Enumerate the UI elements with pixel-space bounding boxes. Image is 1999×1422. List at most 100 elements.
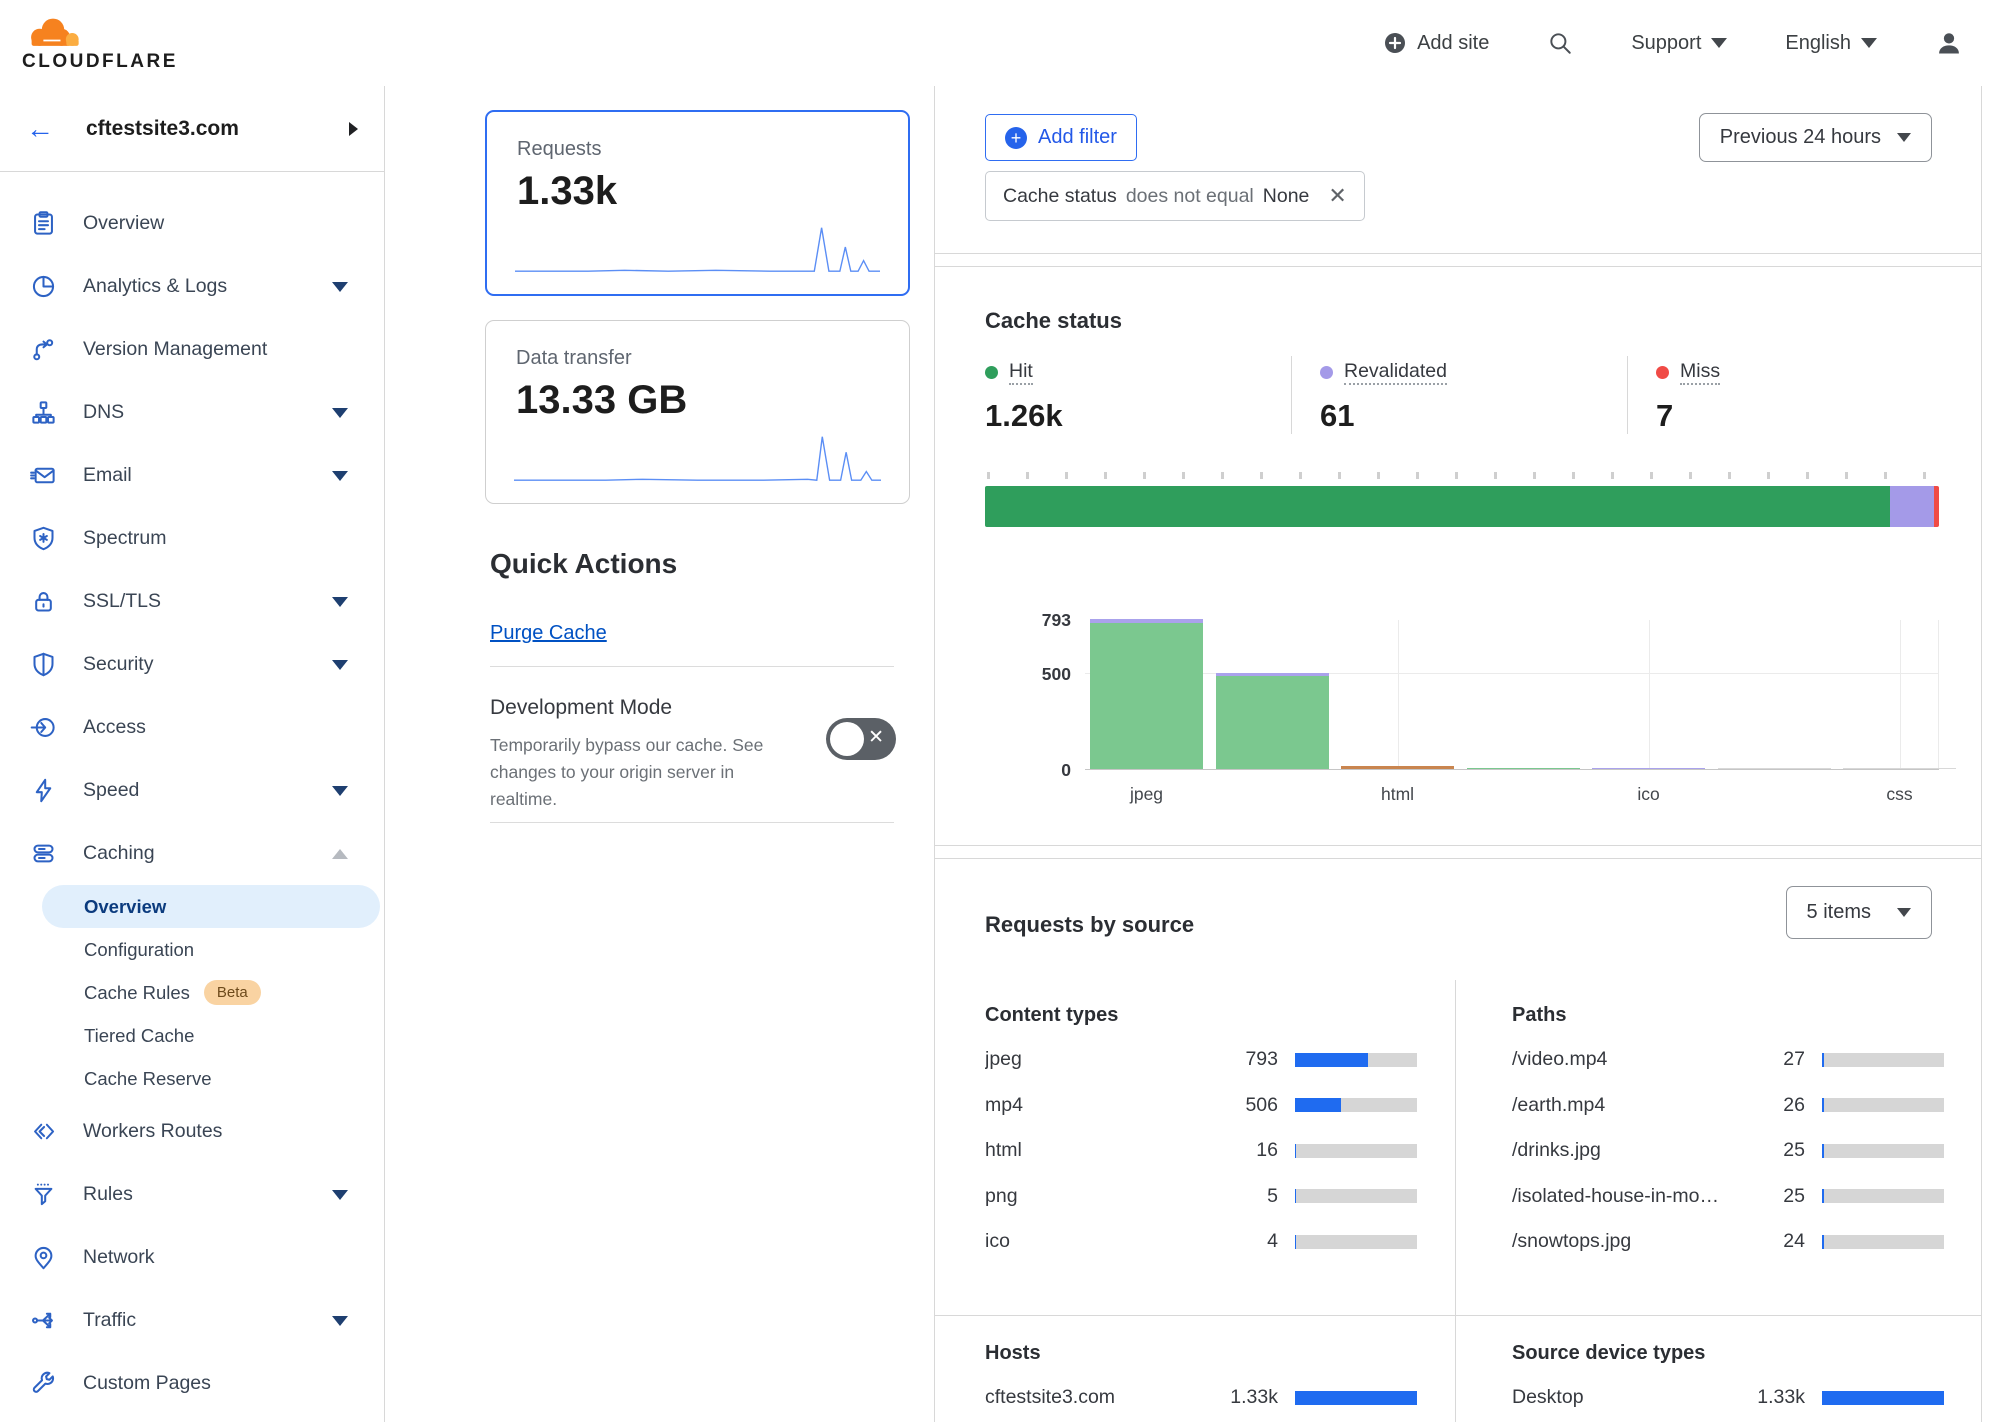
sidebar-subitem-overview[interactable]: Overview — [42, 885, 380, 928]
sidebar-item-rules[interactable]: Rules — [0, 1163, 384, 1226]
code-brackets-icon — [30, 1118, 57, 1145]
sidebar-item-speed[interactable]: Speed — [0, 759, 384, 822]
bar-segment — [1215, 673, 1329, 677]
table-row[interactable]: ico 4 — [985, 1219, 1417, 1265]
legend-label[interactable]: Miss — [1680, 360, 1721, 385]
sidebar-item-spectrum[interactable]: Spectrum — [0, 507, 384, 570]
sidebar-item-traffic[interactable]: Traffic — [0, 1289, 384, 1352]
row-bar-fill — [1822, 1052, 1825, 1067]
sidebar-item-email[interactable]: Email — [0, 444, 384, 507]
legend-revalidated: Revalidated 61 — [1291, 356, 1627, 434]
stacked-bar-segment — [1890, 486, 1935, 527]
row-bar-track — [1822, 1098, 1944, 1113]
table-row[interactable]: /earth.mp4 26 — [1512, 1083, 1944, 1129]
sidebar-item-security[interactable]: Security — [0, 633, 384, 696]
legend-label[interactable]: Hit — [1009, 360, 1033, 385]
remove-filter-icon[interactable]: ✕ — [1328, 183, 1347, 208]
filter-chip[interactable]: Cache status does not equal None ✕ — [985, 171, 1365, 221]
data-transfer-card[interactable]: Data transfer 13.33 GB — [485, 320, 910, 504]
divider — [935, 858, 1981, 859]
add-site-button[interactable]: Add site — [1383, 31, 1489, 55]
chart-bar-ico[interactable] — [1592, 767, 1705, 769]
time-range-select[interactable]: Previous 24 hours — [1698, 113, 1932, 162]
cache-status-bar-chart: 793 500 0 jpeg html ico css — [985, 606, 1956, 816]
row-bar-track — [1822, 1052, 1944, 1067]
table-row[interactable]: /video.mp4 27 — [1512, 1037, 1944, 1083]
sidebar-subitem-cache-reserve[interactable]: Cache Reserve — [0, 1057, 384, 1100]
requests-card[interactable]: Requests 1.33k — [485, 110, 910, 296]
sidebar-subitem-cache-rules[interactable]: Cache Rules Beta — [0, 971, 384, 1014]
development-mode-toggle[interactable]: ✕ — [826, 718, 896, 760]
hierarchy-icon — [30, 399, 57, 426]
sidebar-item-workers-routes[interactable]: Workers Routes — [0, 1100, 384, 1163]
add-filter-button[interactable]: + Add filter — [985, 114, 1137, 161]
row-label: jpeg — [985, 1048, 1022, 1071]
vertical-gridline — [1938, 620, 1939, 769]
row-value: 1.33k — [1757, 1386, 1805, 1409]
row-bar-track — [1822, 1234, 1944, 1249]
chevron-down-icon — [332, 281, 348, 292]
cloudflare-logo[interactable]: CLOUDFLARE — [0, 13, 178, 73]
search-button[interactable] — [1547, 30, 1573, 56]
row-bar-fill — [1295, 1098, 1342, 1113]
table-row[interactable]: mp4 506 — [985, 1083, 1417, 1129]
row-label: cftestsite3.com — [985, 1386, 1116, 1409]
vertical-gridline — [1397, 620, 1399, 769]
table-row[interactable]: /isolated-house-in-mo… 25 — [1512, 1174, 1944, 1220]
development-mode-description: Temporarily bypass our cache. See change… — [490, 735, 764, 809]
bar-segment — [1090, 619, 1203, 624]
chart-bar-jpeg[interactable] — [1090, 619, 1203, 769]
sidebar-item-network[interactable]: Network — [0, 1226, 384, 1289]
table-row[interactable]: png 5 — [985, 1174, 1417, 1220]
sidebar-item-overview[interactable]: Overview — [0, 192, 384, 255]
sidebar-item-label: Speed — [83, 779, 140, 801]
legend-label[interactable]: Revalidated — [1344, 360, 1447, 385]
language-menu[interactable]: English — [1785, 32, 1877, 55]
sidebar-subitem-configuration[interactable]: Configuration — [0, 928, 384, 971]
chart-plot-area — [1085, 619, 1956, 770]
support-menu[interactable]: Support — [1631, 32, 1728, 55]
sidebar-item-ssl-tls[interactable]: SSL/TLS — [0, 570, 384, 633]
chart-bar[interactable] — [1215, 673, 1329, 769]
chart-bar[interactable] — [1717, 767, 1831, 769]
items-count-select[interactable]: 5 items — [1785, 886, 1932, 939]
chevron-down-icon — [1897, 908, 1911, 917]
sidebar-item-label: Custom Pages — [83, 1372, 211, 1394]
sidebar-subitem-label: Tiered Cache — [84, 1024, 195, 1046]
table-row[interactable]: cftestsite3.com 1.33k — [985, 1375, 1417, 1421]
cache-status-stacked-bar — [985, 486, 1939, 527]
sidebar-item-access[interactable]: Access — [0, 696, 384, 759]
table-row[interactable]: html 16 — [985, 1128, 1417, 1174]
beta-badge: Beta — [203, 980, 261, 1005]
sidebar-subitem-tiered-cache[interactable]: Tiered Cache — [0, 1014, 384, 1057]
chart-bar-css[interactable] — [1843, 767, 1956, 769]
clipboard-icon — [30, 210, 57, 237]
table-row[interactable]: Desktop 1.33k — [1512, 1375, 1944, 1421]
sidebar-item-version-management[interactable]: Version Management — [0, 318, 384, 381]
sidebar-item-label: Spectrum — [83, 527, 167, 549]
sidebar-item-dns[interactable]: DNS — [0, 381, 384, 444]
y-tick-0: 0 — [1061, 760, 1071, 780]
account-button[interactable] — [1935, 29, 1963, 57]
table-row[interactable]: /snowtops.jpg 24 — [1512, 1219, 1944, 1265]
chart-bar[interactable] — [1466, 767, 1580, 769]
sidebar-item-caching[interactable]: Caching — [0, 822, 384, 885]
chart-bar-html[interactable] — [1341, 765, 1454, 769]
divider — [935, 253, 1981, 254]
sidebar-item-analytics-logs[interactable]: Analytics & Logs — [0, 255, 384, 318]
back-arrow-icon[interactable]: ← — [26, 112, 54, 144]
purge-cache-link[interactable]: Purge Cache — [490, 622, 607, 644]
table-row[interactable]: jpeg 793 — [985, 1037, 1417, 1083]
row-label: /drinks.jpg — [1512, 1139, 1601, 1162]
toggle-knob — [830, 722, 864, 756]
row-label: png — [985, 1184, 1018, 1207]
divider — [935, 266, 1981, 267]
table-title: Content types — [985, 1004, 1119, 1026]
items-count-value: 5 items — [1806, 901, 1871, 923]
branch-icon — [30, 336, 57, 363]
chevron-down-icon — [332, 1315, 348, 1326]
table-row[interactable]: /drinks.jpg 25 — [1512, 1128, 1944, 1174]
sidebar-item-label: SSL/TLS — [83, 590, 162, 612]
sidebar-item-custom-pages[interactable]: Custom Pages — [0, 1352, 384, 1415]
site-switcher-chevron-icon[interactable] — [349, 121, 358, 136]
